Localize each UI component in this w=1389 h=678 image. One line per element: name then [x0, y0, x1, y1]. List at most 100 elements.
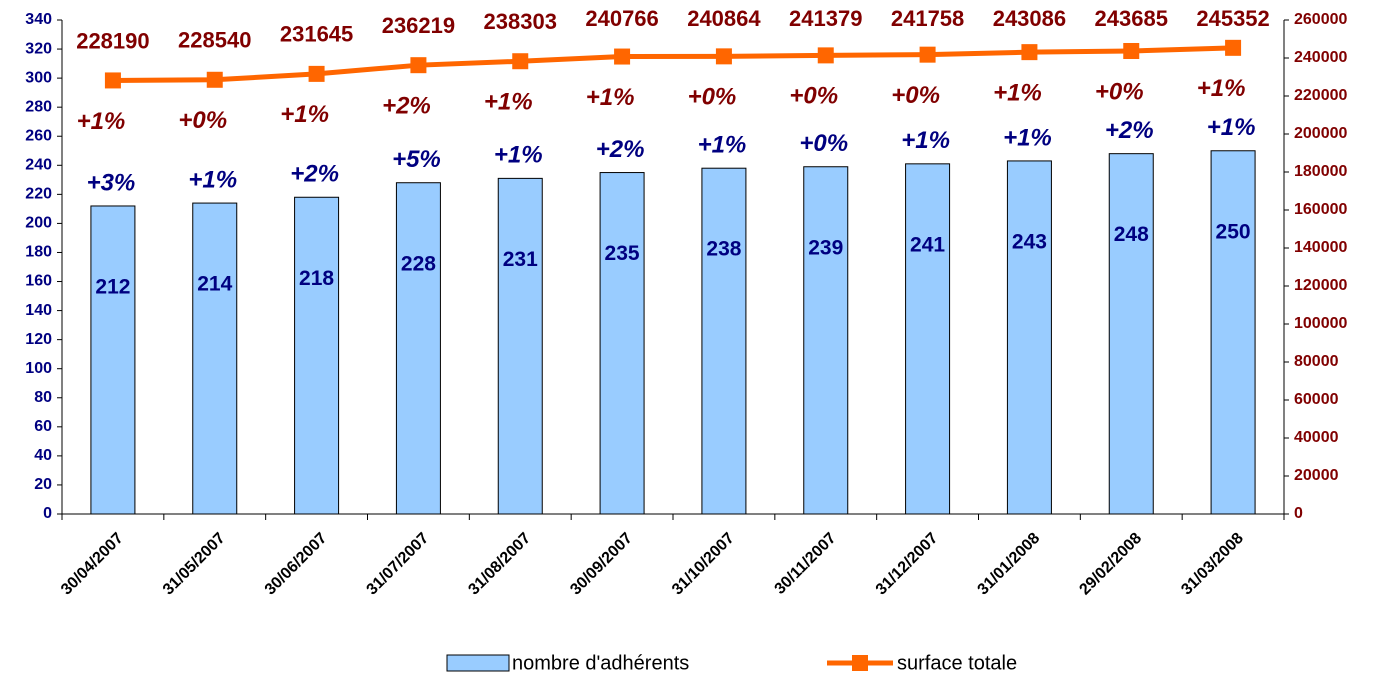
x-tick-label: 31/10/2007 [669, 530, 738, 599]
line-value-label: 243685 [1095, 6, 1168, 31]
y-tick-label: 80 [34, 389, 52, 406]
line-change-label: +1% [586, 84, 635, 111]
line-change-label: +1% [484, 89, 533, 116]
bar-change-label: +1% [1207, 114, 1256, 141]
y-tick-label: 220 [25, 186, 52, 203]
bar-change-label: +5% [392, 146, 441, 173]
line-change-label: +0% [789, 83, 838, 110]
line-value-label: 245352 [1196, 6, 1269, 31]
x-tick-label: 29/02/2008 [1076, 530, 1145, 599]
x-tick-label: 30/06/2007 [262, 530, 331, 599]
y2-tick-label: 80000 [1294, 353, 1339, 370]
bar [1006, 160, 1052, 515]
y-tick-label: 260 [25, 127, 52, 144]
line-marker [206, 71, 223, 88]
x-tick-label: 30/04/2007 [58, 530, 127, 599]
line-marker [410, 57, 427, 74]
y-tick-label: 280 [25, 98, 52, 115]
x-tick-label: 31/01/2008 [975, 530, 1044, 599]
y2-tick-label: 140000 [1294, 239, 1347, 256]
y-tick-label: 100 [25, 360, 52, 377]
line-marker [1123, 42, 1140, 59]
line-change-label: +0% [178, 107, 227, 134]
x-tick-label: 30/09/2007 [567, 530, 636, 599]
line-marker [104, 72, 121, 89]
line-change-label: +0% [1095, 78, 1144, 105]
x-tick-label: 30/11/2007 [772, 530, 840, 598]
line-value-label: 240766 [585, 6, 658, 31]
line-value-label: 243086 [993, 6, 1066, 31]
legend-label: nombre d'adhérents [512, 652, 689, 674]
bar-value-label: 228 [401, 252, 436, 275]
y-tick-label: 240 [25, 157, 52, 174]
line-marker [1225, 39, 1242, 56]
y2-tick-label: 120000 [1294, 277, 1347, 294]
line-marker [512, 53, 529, 70]
y-tick-label: 300 [25, 69, 52, 86]
bar-change-label: +1% [1003, 124, 1052, 151]
bar-value-label: 212 [95, 276, 130, 299]
y-tick-label: 120 [25, 331, 52, 348]
y2-tick-label: 220000 [1294, 87, 1347, 104]
bar-change-label: +2% [596, 136, 645, 163]
bar-change-label: +1% [698, 132, 747, 159]
y-tick-label: 20 [34, 476, 52, 493]
line-value-label: 231645 [280, 22, 353, 47]
bar-change-label: +2% [1105, 117, 1154, 144]
y-tick-label: 0 [43, 505, 52, 522]
y2-tick-label: 160000 [1294, 201, 1347, 218]
y-tick-label: 200 [25, 215, 52, 232]
bar [90, 205, 136, 515]
y2-tick-label: 260000 [1294, 11, 1347, 28]
line-value-label: 236219 [382, 13, 455, 38]
legend-swatch [446, 654, 510, 672]
bar [294, 196, 340, 515]
line-value-label: 241758 [891, 6, 964, 31]
bar [395, 182, 441, 515]
bar [1108, 153, 1154, 515]
line-change-label: +0% [891, 82, 940, 109]
line-change-label: +0% [688, 84, 737, 111]
y-tick-label: 40 [34, 447, 52, 464]
line [112, 45, 1234, 83]
y-tick-label: 140 [25, 302, 52, 319]
bar-change-label: +3% [87, 169, 136, 196]
line-change-label: +1% [280, 101, 329, 128]
bar-value-label: 239 [808, 236, 843, 259]
bar-value-label: 238 [706, 238, 741, 261]
line-change-label: +1% [77, 108, 126, 135]
y2-tick-label: 20000 [1294, 467, 1339, 484]
line-value-label: 241379 [789, 6, 862, 31]
bar-value-label: 235 [605, 242, 640, 265]
line-value-label: 240864 [687, 6, 761, 31]
bar [701, 167, 747, 515]
bar-change-label: +1% [494, 142, 543, 169]
line-change-label: +1% [1197, 75, 1246, 102]
line-marker [817, 47, 834, 64]
bar [497, 177, 543, 515]
y-tick-label: 320 [25, 40, 52, 57]
bar-value-label: 243 [1012, 230, 1047, 253]
y-tick-label: 340 [25, 11, 52, 28]
line-marker [308, 65, 325, 82]
x-tick-label: 31/12/2007 [873, 530, 942, 599]
y2-tick-label: 0 [1294, 505, 1303, 522]
line-marker [715, 48, 732, 65]
x-tick-label: 31/05/2007 [160, 530, 229, 599]
bar-value-label: 248 [1114, 223, 1149, 246]
y2-tick-label: 240000 [1294, 49, 1347, 66]
y-tick-label: 160 [25, 273, 52, 290]
y2-tick-label: 60000 [1294, 391, 1339, 408]
bar [905, 163, 951, 515]
bar-change-label: +0% [799, 130, 848, 157]
x-tick-label: 31/03/2008 [1178, 530, 1247, 599]
line-value-label: 228540 [178, 28, 251, 53]
x-tick-label: 31/08/2007 [465, 530, 534, 599]
y2-tick-label: 40000 [1294, 429, 1339, 446]
bar-value-label: 241 [910, 233, 945, 256]
legend-swatch [852, 655, 868, 671]
x-tick-label: 31/07/2007 [364, 530, 433, 599]
y2-tick-label: 180000 [1294, 163, 1347, 180]
bar-change-label: +1% [188, 166, 237, 193]
